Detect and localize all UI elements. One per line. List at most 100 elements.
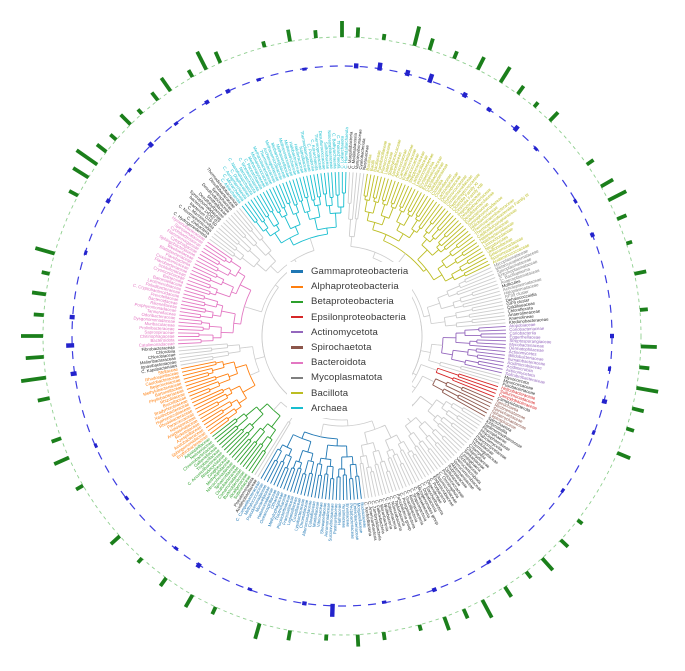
tree-branch: [214, 420, 238, 440]
tree-branch: [351, 456, 354, 465]
tree-branch: [375, 176, 382, 199]
tree-arc: [238, 344, 241, 352]
tree-branch: [425, 222, 432, 232]
tree-branch: [209, 286, 218, 290]
tree-branch: [453, 349, 469, 353]
leaf-label: Chloroflexota: [507, 305, 533, 314]
tree-branch: [319, 458, 322, 465]
legend-item: Alphaproteobacteria: [291, 279, 408, 294]
inner-blue-bar-ring-bar: [572, 198, 578, 204]
inner-blue-bar-ring-bar: [204, 99, 210, 106]
tree-branch: [415, 453, 429, 476]
inner-blue-bar-ring-bar: [256, 77, 262, 82]
tree-branch: [448, 410, 458, 418]
tree-branch: [222, 387, 230, 392]
inner-blue-bar-ring-bar: [124, 495, 130, 501]
legend-item: Bacillota: [291, 386, 408, 401]
outer-green-bar-ring-bar: [548, 110, 560, 123]
tree-branch: [372, 222, 376, 230]
tree-branch: [223, 361, 235, 365]
backbone-stub: [373, 426, 376, 430]
outer-green-bar-ring-bar: [616, 451, 631, 461]
inner-blue-bar-ring-bar: [601, 398, 608, 405]
outer-green-bar-ring-bar: [41, 270, 50, 276]
tree-branch: [364, 432, 368, 445]
tree-branch: [196, 401, 218, 413]
outer-green-bar-ring-bar: [355, 27, 361, 38]
tree-branch: [304, 460, 309, 475]
tree-branch: [476, 342, 506, 345]
tree-branch: [193, 391, 224, 407]
inner-blue-bar-ring-bar: [377, 62, 383, 71]
tree-branch: [288, 449, 293, 456]
legend-color-dash-icon: [291, 391, 303, 395]
tree-branch: [301, 431, 305, 439]
leaf-label: Chlorobiaceae: [148, 352, 177, 360]
tree-branch: [325, 474, 329, 500]
tree-branch: [461, 290, 500, 303]
tree-arc: [457, 394, 460, 398]
tree-arc: [467, 349, 469, 356]
tree-branch: [209, 292, 216, 296]
tree-arc: [399, 205, 403, 209]
tree-branch: [230, 385, 240, 391]
tree-branch: [294, 226, 299, 235]
tree-branch: [372, 442, 377, 452]
tree-branch: [178, 321, 202, 325]
leaf-label: Vampirovibrionaceae: [354, 128, 363, 169]
tree-branch: [253, 370, 260, 375]
tree-arc: [234, 247, 238, 251]
backbone-arc: [252, 346, 260, 372]
tree-branch: [236, 413, 245, 421]
tree-arc: [454, 259, 458, 264]
tree-branch: [431, 343, 438, 346]
tree-branch: [306, 211, 310, 220]
outer-green-bar-ring-bar: [634, 269, 647, 276]
leaf-label: Listeriaceae: [383, 151, 394, 175]
backbone-stub: [270, 265, 274, 270]
tree-branch: [200, 315, 213, 319]
tree-branch: [225, 259, 230, 264]
backbone-stub: [432, 302, 440, 306]
tree-branch: [274, 232, 282, 244]
tree-arc: [270, 210, 274, 213]
tree-branch: [292, 179, 301, 202]
tree-branch: [362, 463, 369, 498]
tree-branch: [456, 320, 473, 324]
leaf-label: Bacilli: [369, 160, 376, 172]
tree-arc: [216, 401, 220, 405]
leaf-label: Sulfolobaceae: [323, 142, 330, 170]
legend-item-label: Bacillota: [311, 387, 349, 399]
tree-branch: [207, 241, 233, 260]
backbone-stub: [320, 429, 323, 437]
tree-branch: [178, 343, 228, 348]
tree-branch: [249, 250, 261, 261]
leaf-label: Morganellaceae: [356, 502, 364, 534]
tree-branch: [276, 401, 282, 407]
outer-green-bar-ring-bar: [631, 406, 645, 414]
tree-branch: [439, 364, 500, 384]
tree-branch: [198, 404, 219, 417]
outer-green-bar-ring-bar: [559, 538, 570, 549]
tree-branch: [313, 199, 316, 206]
tree-arc: [443, 247, 447, 250]
tree-branch: [231, 291, 237, 295]
tree-branch: [448, 292, 458, 297]
legend-item-label: Betaproteobacteria: [311, 296, 394, 308]
tree-branch: [181, 364, 217, 373]
tree-branch: [184, 375, 209, 384]
leaf-label: Melioribacteraceae: [140, 356, 177, 366]
tree-branch: [331, 172, 334, 198]
tree-branch: [254, 244, 266, 256]
tree-branch: [205, 244, 227, 260]
outer-green-bar-ring-bar: [616, 213, 628, 221]
tree-branch: [352, 478, 355, 500]
leaf-label: Erwiniaceae: [345, 503, 351, 527]
tree-branch: [355, 464, 358, 477]
tree-arc: [367, 220, 383, 226]
tree-branch: [370, 466, 373, 472]
tree-branch: [423, 231, 428, 237]
tree-branch: [182, 296, 206, 304]
tree-arc: [387, 457, 391, 460]
outer-green-bar-ring-bar: [150, 91, 160, 102]
